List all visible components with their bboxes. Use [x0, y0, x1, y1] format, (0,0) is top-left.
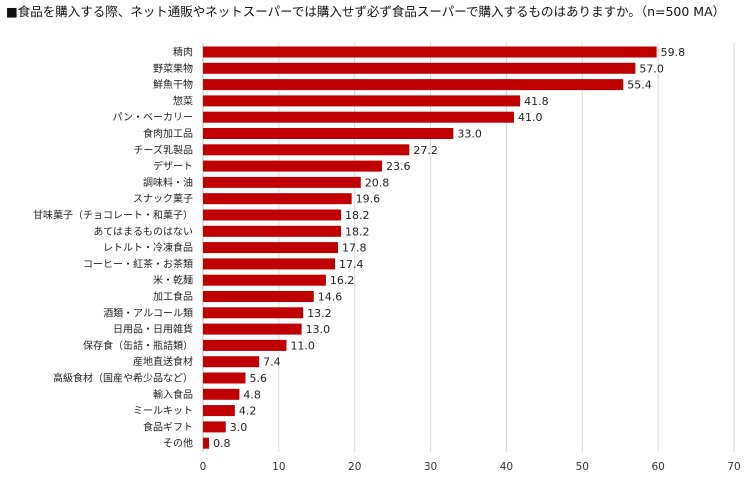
category-label: スナック菓子 — [133, 193, 193, 205]
value-label: 13.0 — [306, 323, 331, 336]
x-tick-label: 30 — [424, 461, 437, 473]
bar — [203, 405, 235, 417]
x-tick-label: 20 — [348, 461, 361, 473]
bar — [203, 95, 521, 107]
category-label: 甘味菓子（チョコレート・和菓子） — [33, 209, 193, 222]
x-tick-label: 0 — [200, 461, 207, 473]
value-label: 7.4 — [263, 356, 281, 369]
bar — [203, 323, 302, 335]
category-label: 日用品・日用雑貨 — [113, 323, 193, 336]
bar — [203, 176, 361, 188]
category-label: 輸入食品 — [153, 388, 193, 401]
x-tick-label: 60 — [651, 461, 664, 473]
category-label: 米・乾麺 — [153, 274, 193, 287]
category-label: パン・ベーカリー — [113, 112, 194, 124]
bar — [203, 225, 342, 237]
value-label: 27.2 — [413, 144, 438, 157]
bar — [203, 307, 304, 319]
bar — [203, 160, 383, 172]
value-label: 14.6 — [318, 291, 343, 304]
category-label: 精肉 — [173, 46, 193, 59]
x-tick-label: 70 — [727, 461, 740, 473]
bar — [203, 144, 410, 156]
bar — [203, 437, 210, 449]
bar — [203, 356, 260, 368]
category-label: 食肉加工品 — [143, 127, 193, 140]
value-label: 17.4 — [339, 258, 364, 271]
category-label: 鮮魚干物 — [153, 78, 193, 91]
value-labels: 59.8 57.0 55.4 41.8 41.0 33.0 27.223.6 20.8 19.6… — [213, 46, 685, 450]
value-label: 19.6 — [356, 193, 381, 206]
value-label: 18.2 — [345, 209, 370, 222]
bar — [203, 388, 240, 400]
value-label: 13.2 — [307, 307, 332, 320]
category-label: 高級食材（国産や希少品など） — [53, 372, 193, 385]
bar — [203, 128, 454, 139]
value-label: 11.0 — [290, 339, 315, 352]
value-label: 20.8 — [365, 176, 390, 189]
bar — [203, 111, 515, 123]
x-tick-label: 40 — [500, 461, 513, 473]
category-label: 保存食（缶詰・瓶詰類） — [83, 339, 193, 352]
bar — [203, 193, 352, 205]
category-label: あてはまるものはない — [93, 226, 193, 238]
value-label: 4.8 — [243, 388, 261, 401]
value-label: 0.8 — [213, 437, 231, 450]
value-label: 23.6 — [386, 160, 411, 173]
bar — [203, 46, 657, 58]
value-label: 59.8 — [661, 46, 686, 59]
bars — [203, 46, 657, 449]
bar — [203, 209, 342, 221]
category-label: 調味料・油 — [143, 176, 193, 189]
value-label: 41.8 — [524, 95, 549, 108]
category-label: 産地直送食材 — [133, 355, 193, 368]
category-labels: 精肉野菜果物鮮魚干物惣菜パン・ベーカリー食肉加工品チーズ乳製品デザート調味料・油… — [33, 46, 193, 450]
value-label: 3.0 — [230, 421, 248, 434]
category-label: 酒類・アルコール類 — [103, 307, 193, 319]
x-tick-label: 50 — [576, 461, 589, 473]
category-label: レトルト・冷凍食品 — [103, 241, 193, 254]
value-label: 17.8 — [342, 242, 367, 255]
category-label: 惣菜 — [173, 94, 193, 107]
value-label: 33.0 — [457, 128, 482, 141]
category-label: 加工食品 — [153, 290, 193, 303]
bar — [203, 421, 226, 433]
category-label: チーズ乳製品 — [134, 143, 194, 156]
category-label: 野菜果物 — [153, 62, 193, 75]
value-label: 18.2 — [345, 225, 370, 238]
bar — [203, 79, 624, 91]
value-label: 57.0 — [639, 62, 664, 75]
category-label: コーヒー・紅茶・お茶類 — [83, 257, 193, 270]
bar — [203, 62, 636, 74]
value-label: 41.0 — [518, 111, 543, 124]
value-label: 16.2 — [330, 274, 355, 287]
bar — [203, 242, 339, 254]
category-label: 食品ギフト — [143, 420, 193, 433]
category-label: ミールキット — [133, 406, 193, 417]
bar — [203, 274, 326, 286]
bar — [203, 372, 246, 384]
category-label: その他 — [163, 437, 193, 450]
value-label: 5.6 — [249, 372, 266, 385]
bar — [203, 291, 314, 302]
x-axis-ticks: 0 10 20 30 40 50 60 70 — [200, 461, 741, 473]
category-label: デザート — [153, 160, 193, 173]
bar — [203, 258, 335, 270]
bar — [203, 339, 287, 351]
value-label: 4.2 — [239, 405, 256, 418]
chart-title: ■食品を購入する際、ネット通販やネットスーパーでは購入せず必ず食品スーパーで購入… — [6, 4, 726, 19]
value-label: 55.4 — [627, 79, 652, 92]
x-tick-label: 10 — [272, 461, 285, 473]
